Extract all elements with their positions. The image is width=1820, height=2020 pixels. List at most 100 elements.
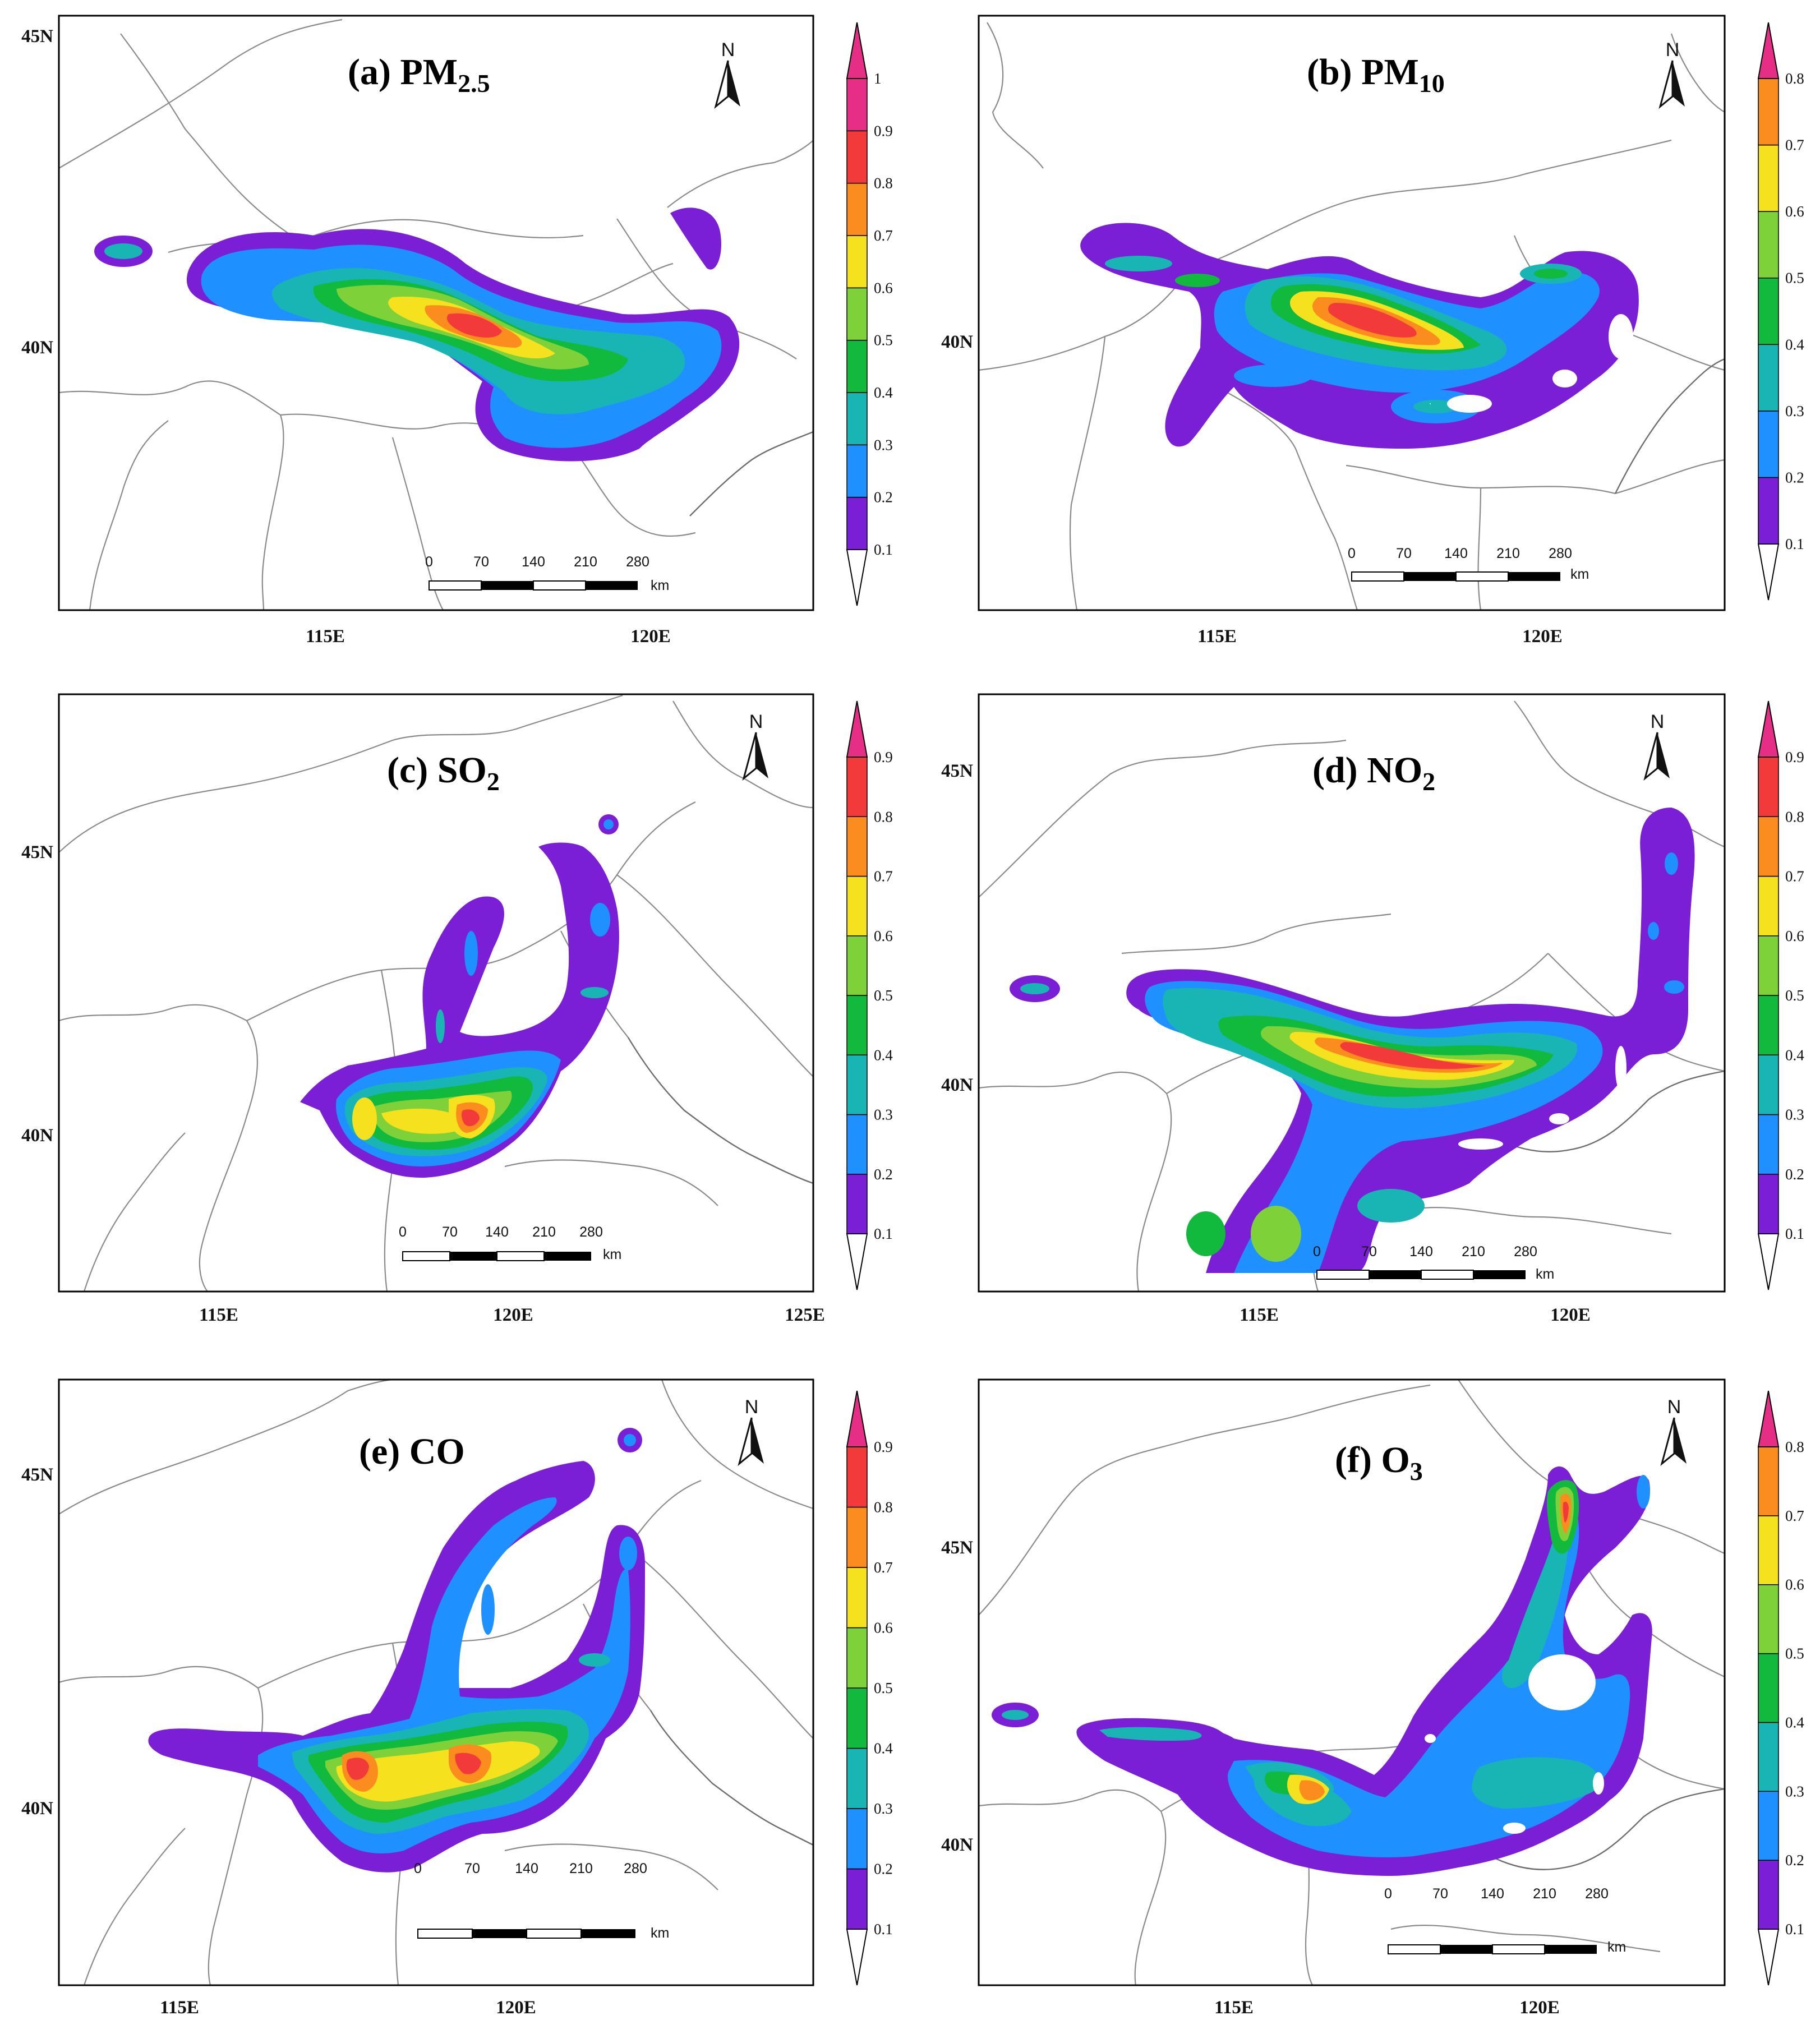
colorbar-label: 0.5 — [874, 1680, 893, 1696]
colorbar-label: 0.8 — [1785, 70, 1804, 87]
province-boundaries — [58, 1378, 814, 1986]
colorbar-label: 0.1 — [874, 1921, 893, 1938]
svg-text:0: 0 — [414, 1861, 422, 1876]
svg-text:0: 0 — [399, 1224, 407, 1240]
svg-text:210: 210 — [1496, 546, 1520, 561]
svg-text:km: km — [603, 1247, 621, 1262]
svg-text:km: km — [651, 1925, 669, 1941]
panel-title: (e) CO — [359, 1431, 465, 1472]
colorbar-label: 0.7 — [1785, 868, 1804, 885]
panel-title: (c) SO2 — [387, 750, 500, 796]
lat-label: 45N — [21, 26, 53, 47]
colorbar: 0.1 0.2 0.3 0.4 0.5 0.6 0.7 0.8 0.9 — [1757, 700, 1804, 1290]
north-arrow: N — [742, 711, 768, 781]
panel-e: (e) CO N 0 70 140 210 280 km 45N 40N 115… — [21, 1378, 893, 2018]
svg-text:280: 280 — [1549, 546, 1572, 561]
colorbar-segment — [846, 444, 868, 498]
colorbar-label: 0.4 — [1785, 1714, 1804, 1731]
scale-bar: 0 70 140 210 280 km — [1313, 1244, 1554, 1282]
colorbar-label: 0.6 — [874, 928, 893, 944]
svg-text:N: N — [749, 711, 763, 732]
colorbar-label: 0.2 — [1785, 1852, 1804, 1869]
colorbar-segment — [1758, 875, 1779, 937]
svg-text:140: 140 — [522, 554, 545, 570]
lon-label: 115E — [1214, 1998, 1254, 2018]
colorbar-segment — [846, 1174, 868, 1234]
svg-text:280: 280 — [626, 554, 649, 570]
colorbar: 0.1 0.2 0.3 0.4 0.5 0.6 0.7 0.8 — [1757, 1390, 1804, 1986]
colorbar-segment — [846, 496, 868, 550]
svg-text:140: 140 — [515, 1861, 538, 1876]
colorbar-segment — [1758, 1515, 1779, 1585]
colorbar-label: 0.8 — [874, 1499, 893, 1516]
colorbar-lower-cap — [846, 549, 868, 606]
lon-label: 120E — [630, 626, 671, 647]
panel-b: (b) PM10 N 0 70 140 210 280 km 40N 115E … — [941, 15, 1804, 647]
concentration-contours — [992, 1466, 1652, 1876]
colorbar-segment — [846, 1808, 868, 1870]
colorbar-segment — [846, 287, 868, 341]
colorbar-label: 0.2 — [1785, 1166, 1804, 1183]
colorbar-segment — [1758, 1791, 1779, 1861]
lat-label: 40N — [941, 332, 973, 352]
colorbar-label: 0.3 — [874, 436, 893, 453]
lat-label: 40N — [21, 1126, 53, 1146]
svg-text:280: 280 — [1585, 1886, 1609, 1902]
scale-bar: 0 70 140 210 280 km — [414, 1861, 669, 1941]
colorbar-segment — [846, 1627, 868, 1689]
svg-text:140: 140 — [1481, 1886, 1504, 1902]
colorbar-segment — [1758, 757, 1779, 817]
colorbar-segment — [1758, 78, 1779, 146]
svg-text:km: km — [1607, 1939, 1626, 1955]
svg-text:0: 0 — [1313, 1244, 1321, 1260]
colorbar-segment — [1758, 1114, 1779, 1175]
colorbar-upper-cap — [1757, 22, 1780, 79]
colorbar-segment — [846, 816, 868, 877]
lon-label: 120E — [1550, 1305, 1591, 1325]
lat-label: 45N — [21, 842, 53, 863]
lat-label: 45N — [941, 761, 973, 781]
map-border — [978, 693, 1726, 1293]
concentration-contours — [300, 814, 619, 1178]
svg-text:70: 70 — [1361, 1244, 1377, 1260]
colorbar-label: 0.5 — [1785, 987, 1804, 1004]
svg-text:70: 70 — [442, 1224, 458, 1240]
svg-text:210: 210 — [574, 554, 597, 570]
svg-text:70: 70 — [1396, 546, 1412, 561]
lon-label: 120E — [1519, 1998, 1560, 2018]
colorbar-label: 0.9 — [874, 749, 893, 765]
svg-text:210: 210 — [532, 1224, 556, 1240]
north-arrow: N — [714, 39, 740, 109]
colorbar-label: 0.2 — [1785, 469, 1804, 486]
colorbar-segment — [846, 392, 868, 446]
colorbar-segment — [846, 130, 868, 184]
lat-label: 45N — [941, 1538, 973, 1558]
lon-label: 115E — [1240, 1305, 1279, 1325]
svg-text:N: N — [1666, 39, 1680, 61]
colorbar-label: 0.4 — [1785, 336, 1804, 353]
colorbar: 0.1 0.2 0.3 0.4 0.5 0.6 0.7 0.8 — [1757, 22, 1804, 601]
colorbar-segment — [1758, 344, 1779, 412]
north-arrow: N — [1643, 711, 1670, 781]
scale-bar: 0 70 140 210 280 km — [1384, 1886, 1626, 1955]
colorbar-segment — [1758, 277, 1779, 345]
colorbar-segment — [1758, 1054, 1779, 1115]
north-arrow: N — [1660, 1396, 1687, 1466]
colorbar-label: 0.2 — [874, 489, 893, 506]
colorbar-segment — [1758, 1174, 1779, 1234]
colorbar-label: 0.1 — [874, 541, 893, 558]
colorbar-label: 0.9 — [874, 1438, 893, 1455]
colorbar-segment — [846, 1868, 868, 1930]
colorbar-label: 0.4 — [874, 1046, 893, 1063]
svg-text:0: 0 — [1348, 546, 1356, 561]
panel-c: (c) SO2 N 0 70 140 210 280 km 45N 40N 11… — [21, 693, 893, 1325]
colorbar-label: 0.4 — [874, 1740, 893, 1757]
colorbar-segment — [1758, 1653, 1779, 1723]
colorbar-upper-cap — [1757, 1390, 1780, 1447]
colorbar-segment — [1758, 1584, 1779, 1654]
panel-title: (f) O3 — [1335, 1440, 1423, 1486]
colorbar-segment — [846, 1054, 868, 1115]
colorbar-segment — [1758, 995, 1779, 1055]
map-border — [58, 693, 814, 1293]
map-border — [58, 15, 814, 611]
